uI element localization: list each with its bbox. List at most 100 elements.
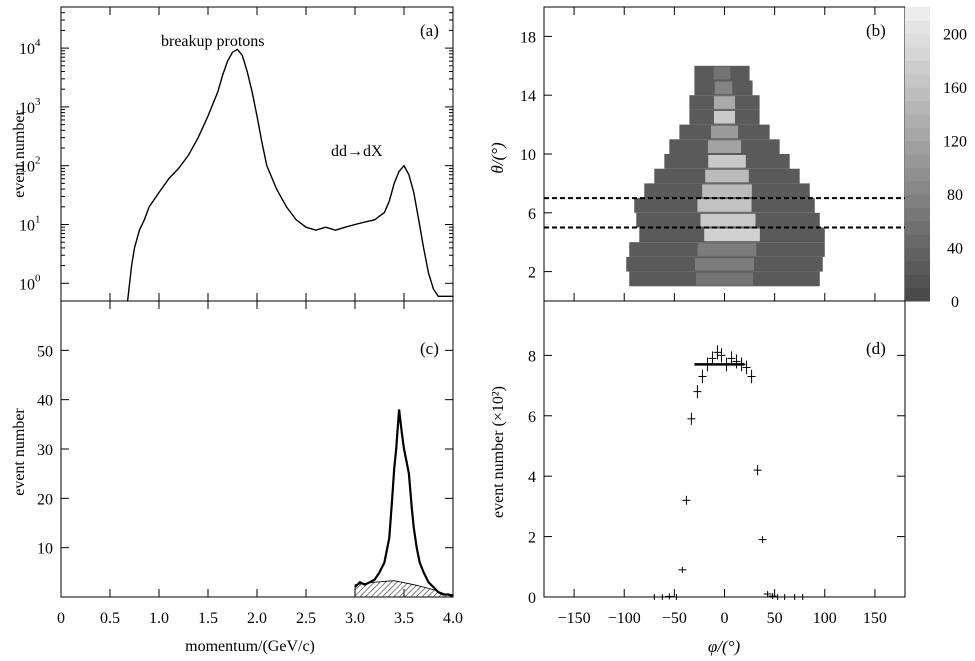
panel-c-ytick-label-1: 20: [37, 491, 53, 508]
panel-b-colorbar-label-3: 120: [943, 134, 967, 151]
panel-b-cell-core-6: [702, 184, 752, 198]
panel-d-xlabel: φ/(°): [708, 637, 741, 656]
panel-b-colorbar-band-18: [905, 47, 930, 61]
panel-c-ytick-label-0: 10: [37, 541, 53, 558]
panel-b-colorbar-band-21: [905, 7, 930, 21]
panel-b-colorbar-band-13: [905, 113, 930, 128]
panel-c-ytick-label-2: 30: [37, 442, 53, 459]
panel-b-cell-core-2: [697, 243, 757, 256]
panel-b-label: (b): [866, 21, 886, 40]
panel-b-colorbar-band-0: [905, 287, 930, 302]
panel-b-colorbar-label-4: 160: [943, 80, 967, 97]
panel-b-cell-core-8: [708, 155, 746, 168]
panel-a-ytick-exp-3: 3: [35, 96, 41, 108]
panel-b-colorbar-band-11: [905, 140, 930, 155]
panel-b-colorbar: 0 40 80 120 160 200: [905, 7, 967, 311]
panel-d-xtick-label-2: −50: [662, 610, 687, 627]
panel-b-colorbar-band-2: [905, 260, 930, 275]
panel-c-ylabel: event number: [11, 408, 28, 496]
panel-c-xtick-label-8: 4.0: [443, 610, 463, 627]
panel-a-label: (a): [420, 21, 439, 40]
panel-b-colorbar-band-14: [905, 100, 930, 115]
panel-c-xtick-label-1: 0.5: [100, 610, 120, 627]
panel-b-colorbar-band-8: [905, 180, 930, 195]
panel-d-xtick-label-1: −100: [608, 610, 641, 627]
panel-c-xtick-label-0: 0: [57, 610, 65, 627]
panel-c-ticks: 10 20 30 40 50 0 0.5 1.0 1.5 2.0 2.5 3.0 3.5 4.0: [37, 301, 463, 627]
panel-c-label: (c): [420, 339, 439, 358]
panel-b-colorbar-band-7: [905, 194, 930, 208]
panel-b-cell-core-9: [707, 140, 742, 153]
panel-a-annotation-ddx: dd→dX: [331, 143, 383, 160]
panel-b-cell-core-11: [713, 110, 736, 124]
panel-c-xtick-label-4: 2.0: [247, 610, 267, 627]
panel-a-ytick-exp-2: 2: [35, 155, 41, 167]
panel-c-signal-line: [354, 409, 454, 597]
panel-b-heatmap-cells: [626, 65, 825, 287]
panel-d-xtick-label-4: 50: [767, 610, 783, 627]
panel-d-ytick-label-3: 6: [528, 409, 536, 426]
panel-b-colorbar-band-5: [905, 220, 930, 235]
panel-b-ytick-label-0: 2: [528, 265, 536, 282]
panel-b-ytick-label-4: 18: [520, 29, 536, 46]
panel-b-colorbar-band-4: [905, 234, 930, 249]
panel-b-ylabel: θ/(°): [488, 142, 507, 174]
panel-b-cell-core-4: [700, 213, 756, 227]
panel-c-xlabel: momentum/(GeV/c): [185, 638, 315, 655]
panel-b-ticks: 2 6 10 14 18: [520, 7, 876, 301]
panel-a-ytick-label-3: 10: [19, 100, 35, 117]
panel-b-colorbar-band-3: [905, 247, 930, 262]
panel-b-theta-phi-heatmap: 2 6 10 14 18 0 40 80 120 160 200 (b) θ/(°): [488, 6, 967, 311]
panel-b-cell-core-14: [713, 66, 731, 80]
panel-d-ytick-label-1: 2: [528, 530, 536, 547]
panel-a-annotation-breakup: breakup protons: [161, 33, 265, 50]
panel-b-cell-core-13: [714, 81, 733, 95]
panel-b-colorbar-band-17: [905, 60, 930, 75]
panel-b-colorbar-label-1: 40: [947, 241, 963, 258]
panel-d-xtick-label-6: 150: [863, 610, 887, 627]
panel-b-cell-core-12: [713, 96, 736, 109]
panel-b-colorbar-band-10: [905, 154, 930, 168]
panel-a-frame: [60, 6, 454, 302]
panel-b-colorbar-band-1: [905, 274, 930, 289]
panel-a-ytick-exp-4: 4: [35, 37, 41, 49]
panel-a-ylabel: event number: [11, 110, 28, 198]
panel-c-xtick-label-5: 2.5: [296, 610, 316, 627]
panel-a-ytick-label-1: 10: [19, 217, 35, 234]
panel-b-cell-core-10: [710, 125, 739, 139]
panel-b-colorbar-label-5: 200: [943, 27, 967, 44]
panel-a-ytick-label-2: 10: [19, 159, 35, 176]
panel-b-colorbar-band-6: [905, 207, 930, 222]
panel-d-label: (d): [866, 339, 886, 358]
panel-c-xtick-label-2: 1.0: [149, 610, 169, 627]
panel-d-ytick-label-0: 0: [528, 590, 536, 607]
panel-d-phi-distribution: 0 2 4 6 8 −150 −100 −50 0 50 100 150 (d) event numb…: [490, 300, 906, 656]
panel-b-colorbar-band-20: [905, 20, 930, 35]
panel-b-cell-core-3: [704, 228, 760, 242]
panel-a-spectrum-line: [126, 48, 453, 302]
panel-c-frame: [60, 300, 454, 598]
panel-a-x-ticks: [60, 7, 454, 301]
panel-a-ytick-exp-1: 1: [35, 213, 41, 225]
panel-b-colorbar-label-2: 80: [947, 187, 963, 204]
panel-b-colorbar-label-0: 0: [951, 294, 959, 311]
panel-c-ytick-label-3: 40: [37, 393, 53, 410]
panel-b-ytick-label-3: 14: [520, 88, 536, 105]
panel-b-colorbar-band-12: [905, 127, 930, 142]
panel-b-cell-core-0: [695, 272, 754, 286]
panel-c-xtick-label-7: 3.5: [394, 610, 414, 627]
panel-b-ytick-label-2: 10: [520, 147, 536, 164]
panel-d-xtick-label-3: 0: [721, 610, 729, 627]
panel-c-xtick-label-6: 3.0: [345, 610, 365, 627]
panel-b-ytick-label-1: 6: [528, 206, 536, 223]
panel-d-ytick-label-2: 4: [528, 469, 536, 486]
panel-b-cell-core-7: [705, 169, 749, 183]
panel-d-xtick-label-5: 100: [813, 610, 837, 627]
panel-a-ytick-exp-0: 0: [35, 272, 41, 284]
panel-a-ytick-label-4: 10: [19, 41, 35, 58]
panel-b-cell-core-5: [697, 199, 752, 212]
